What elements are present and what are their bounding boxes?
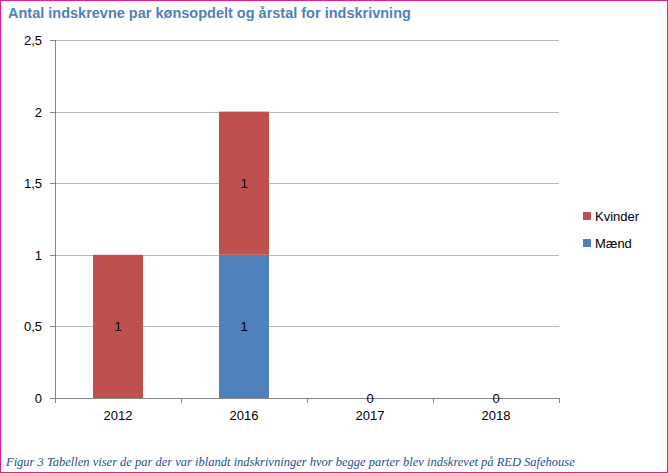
chart-root: Antal indskrevne par kønsopdelt og årsta…: [0, 0, 668, 473]
x-tick-label: 2017: [356, 408, 385, 423]
x-tick: [433, 398, 434, 403]
grid-line: [55, 40, 559, 41]
x-tick: [181, 398, 182, 403]
bar: [219, 255, 269, 398]
y-tick-label: 0: [35, 391, 42, 406]
x-tick: [55, 398, 56, 403]
y-tick-label: 1: [35, 248, 42, 263]
outer-frame: [1, 1, 668, 473]
x-tick-label: 2012: [104, 408, 133, 423]
legend-swatch: [583, 212, 591, 220]
bar: [93, 255, 143, 398]
y-tick: [50, 398, 55, 399]
title: Antal indskrevne par kønsopdelt og årsta…: [8, 5, 411, 21]
data-label: 1: [114, 319, 121, 334]
legend-label: Kvinder: [595, 209, 640, 224]
data-label: 0: [366, 391, 373, 406]
data-label: 1: [240, 176, 247, 191]
caption: Figur 3 Tabellen viser de par der var ib…: [5, 455, 575, 469]
y-tick: [50, 255, 55, 256]
legend-label: Mænd: [595, 236, 632, 251]
x-tick: [307, 398, 308, 403]
bars: [93, 112, 269, 398]
y-tick-label: 2: [35, 105, 42, 120]
data-label: 1: [240, 319, 247, 334]
x-tick-label: 2016: [230, 408, 259, 423]
grid-line: [55, 183, 559, 184]
bar: [219, 112, 269, 255]
chart-svg: Antal indskrevne par kønsopdelt og årsta…: [0, 0, 668, 473]
y-tick: [50, 112, 55, 113]
y-tick: [50, 183, 55, 184]
y-tick-label: 0,5: [24, 319, 42, 334]
y-axis-line: [55, 40, 56, 398]
x-tick-label: 2018: [482, 408, 511, 423]
y-tick: [50, 326, 55, 327]
grid-line: [55, 112, 559, 113]
legend-swatch: [583, 239, 591, 247]
data-label: 0: [492, 391, 499, 406]
x-tick: [559, 398, 560, 403]
y-tick-label: 2,5: [24, 33, 42, 48]
y-tick-label: 1,5: [24, 176, 42, 191]
y-tick: [50, 40, 55, 41]
